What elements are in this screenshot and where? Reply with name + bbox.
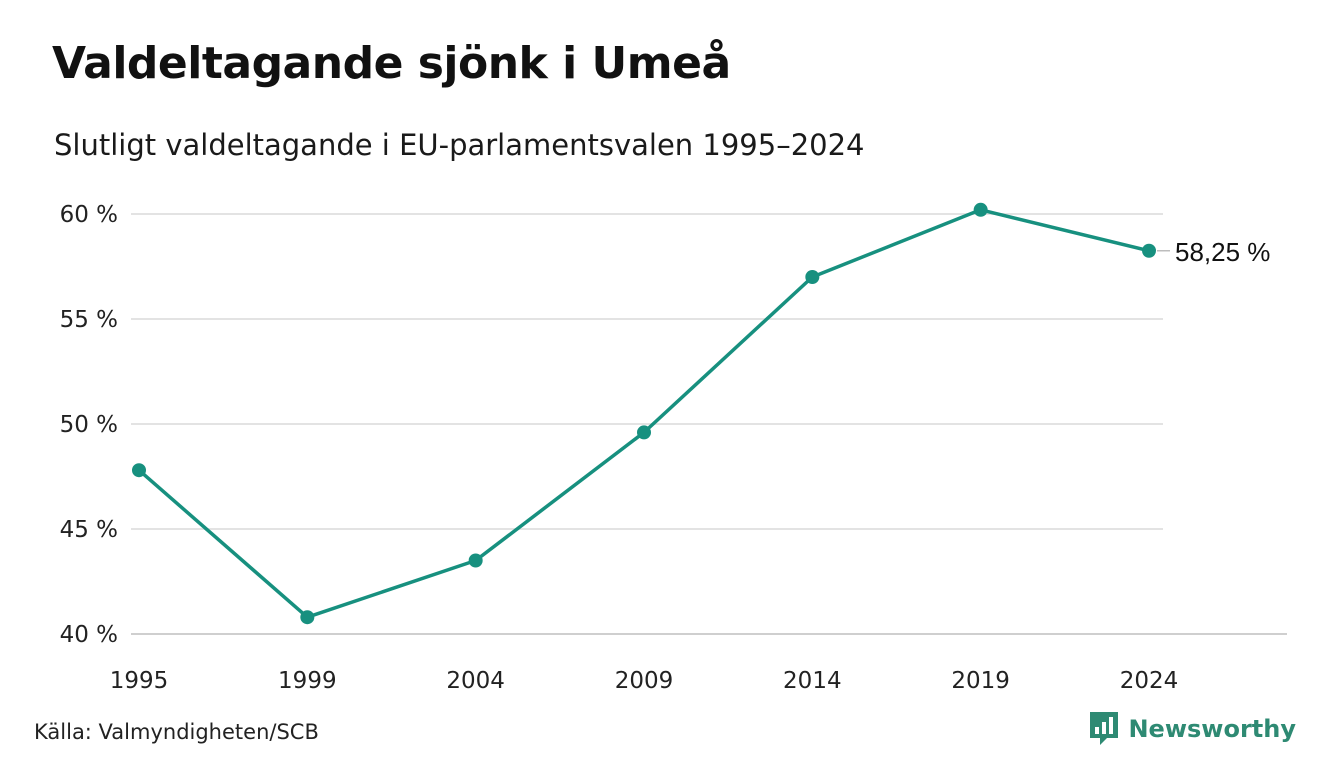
newsworthy-logo-icon xyxy=(1090,712,1119,745)
x-tick-label: 1999 xyxy=(278,668,337,694)
end-value-label: 58,25 % xyxy=(1175,237,1270,267)
data-point xyxy=(132,463,146,478)
end-annotation: 58,25 % xyxy=(1157,237,1270,267)
gridlines xyxy=(131,213,1287,635)
y-axis-labels: 60 % 55 % 50 % 45 % 40 % xyxy=(60,202,118,648)
data-point xyxy=(637,425,651,440)
source-note: Källa: Valmyndigheten/SCB xyxy=(34,720,319,744)
brand-logo: Newsworthy xyxy=(1090,712,1296,746)
data-point xyxy=(973,202,988,217)
y-tick-label: 50 % xyxy=(60,412,118,438)
y-tick-label: 60 % xyxy=(60,202,118,228)
line-chart: 60 % 55 % 50 % 45 % 40 % 1995 1999 2004 2009 201… xyxy=(60,202,1287,694)
data-point xyxy=(1142,243,1156,258)
y-tick-label: 55 % xyxy=(60,307,118,333)
data-point xyxy=(805,270,820,284)
x-tick-label: 1995 xyxy=(110,668,169,694)
data-points xyxy=(132,202,1156,625)
x-tick-label: 2014 xyxy=(783,668,842,694)
x-tick-label: 2024 xyxy=(1120,668,1179,694)
y-tick-label: 45 % xyxy=(60,517,118,543)
x-tick-label: 2019 xyxy=(951,668,1010,694)
series-polyline xyxy=(137,208,1151,619)
chart-title: Valdeltagande sjönk i Umeå xyxy=(52,38,731,89)
series-line xyxy=(137,208,1151,619)
y-tick-label: 40 % xyxy=(60,622,118,648)
data-point xyxy=(468,553,483,568)
x-tick-label: 2009 xyxy=(615,668,674,694)
brand-name: Newsworthy xyxy=(1128,715,1296,743)
data-point xyxy=(300,610,315,625)
x-axis-labels: 1995 1999 2004 2009 2014 2019 2024 xyxy=(110,668,1179,694)
chart-subtitle: Slutligt valdeltagande i EU-parlamentsva… xyxy=(54,128,865,162)
x-tick-label: 2004 xyxy=(446,668,505,694)
